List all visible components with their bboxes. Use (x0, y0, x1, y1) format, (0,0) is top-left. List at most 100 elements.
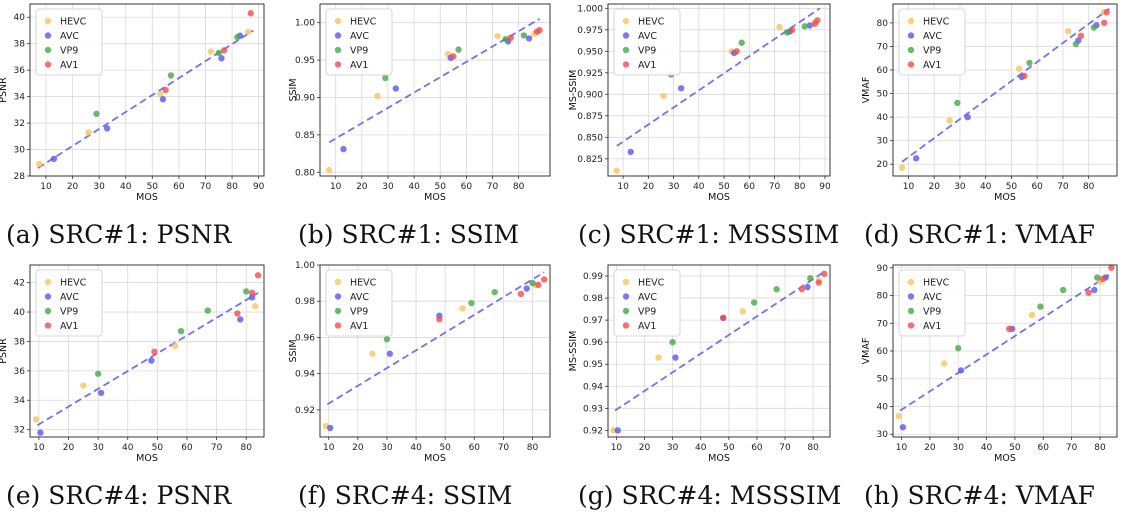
x-tick-label: 70 (1066, 443, 1078, 453)
x-tick-label: 60 (1031, 182, 1043, 192)
point-hevc (325, 166, 333, 174)
legend-marker-hevc (907, 17, 915, 25)
point-hevc (251, 302, 259, 310)
y-tick-label: 32 (14, 119, 25, 129)
caption-b: (b) SRC#1: SSIM (298, 220, 520, 249)
legend-marker-av1 (622, 61, 630, 68)
x-tick-label: 40 (981, 443, 993, 453)
x-axis-label: MOS (136, 453, 158, 464)
axes-frame (29, 3, 265, 177)
axes-frame (319, 3, 551, 177)
legend-marker-vp9 (44, 307, 52, 315)
point-hevc (85, 129, 92, 136)
point-hevc (940, 360, 948, 367)
y-tick-label: 60 (877, 66, 889, 76)
legend-marker-avc (334, 32, 342, 39)
y-tick-label: 0.96 (583, 338, 603, 348)
point-vp9 (520, 32, 528, 39)
y-tick-label: 0.85 (295, 131, 315, 141)
point-av1 (1100, 19, 1108, 27)
point-hevc (80, 382, 87, 389)
point-vp9 (1072, 40, 1080, 48)
point-av1 (1085, 289, 1092, 296)
x-tick-label: 30 (668, 182, 680, 192)
point-hevc (895, 412, 902, 420)
y-tick-label: 70 (877, 42, 889, 52)
x-tick-label: 80 (527, 443, 539, 453)
x-axis-label: MOS (708, 453, 730, 464)
point-hevc (32, 416, 40, 423)
x-tick-label: 20 (924, 443, 936, 453)
legend-label-av1: AV1 (60, 321, 78, 332)
legend-marker-vp9 (907, 46, 915, 54)
y-tick-label: 80 (877, 19, 889, 29)
point-av1 (733, 48, 740, 55)
x-tick-label: 30 (93, 182, 105, 192)
x-tick-label: 60 (181, 443, 193, 453)
x-tick-label: 40 (122, 443, 134, 453)
fit-line (901, 7, 1110, 163)
y-tick-label: 0.94 (583, 382, 603, 392)
legend-box (898, 8, 966, 76)
x-tick-label: 60 (751, 443, 763, 453)
y-tick-label: 34 (14, 396, 26, 406)
x-tick-label: 80 (226, 182, 238, 192)
point-hevc (494, 32, 501, 40)
x-tick-label: 50 (435, 182, 447, 192)
legend-marker-hevc (334, 278, 342, 286)
point-vp9 (234, 33, 241, 41)
y-axis-label: PSNR (0, 77, 9, 103)
point-avc (97, 389, 105, 397)
x-tick-label: 80 (1083, 182, 1095, 192)
legend-label-av1: AV1 (923, 321, 941, 332)
x-tick-label: 20 (67, 182, 79, 192)
legend-label-vp9: VP9 (350, 46, 368, 57)
point-avc (523, 285, 530, 292)
y-tick-label: 0.98 (583, 294, 603, 304)
legend-label-vp9: VP9 (350, 307, 368, 318)
legend-marker-avc (622, 32, 630, 39)
point-hevc (898, 164, 906, 171)
point-vp9 (177, 327, 185, 335)
point-av1 (1099, 275, 1107, 283)
caption-d: (d) SRC#1: VMAF (864, 220, 1095, 249)
point-av1 (234, 310, 241, 317)
x-tick-label: 70 (211, 443, 223, 453)
x-tick-label: 90 (253, 182, 265, 192)
legend-marker-hevc (44, 17, 52, 25)
point-avc (237, 316, 244, 323)
point-vp9 (750, 299, 758, 306)
x-tick-label: 40 (695, 443, 707, 453)
point-avc (614, 427, 622, 434)
x-tick-label: 20 (643, 182, 655, 192)
x-tick-label: 30 (381, 443, 393, 453)
point-hevc (776, 24, 783, 31)
y-tick-label: 36 (14, 66, 26, 76)
x-tick-label: 90 (819, 182, 831, 192)
legend-marker-avc (44, 293, 52, 300)
y-tick-label: 30 (14, 146, 26, 156)
point-av1 (1108, 264, 1115, 271)
x-tick-label: 80 (241, 443, 253, 453)
legend-marker-hevc (334, 17, 342, 25)
y-tick-label: 0.95 (295, 56, 315, 66)
x-tick-label: 10 (611, 443, 623, 453)
legend-marker-vp9 (622, 46, 630, 54)
point-vp9 (1059, 286, 1067, 294)
legend-label-avc: AVC (638, 31, 657, 42)
x-tick-label: 40 (408, 182, 420, 192)
x-tick-label: 30 (952, 443, 964, 453)
point-avc (248, 294, 256, 301)
point-vp9 (1093, 274, 1101, 281)
legend-marker-avc (622, 293, 630, 300)
x-tick-label: 40 (980, 182, 992, 192)
y-tick-label: 30 (877, 137, 889, 147)
y-tick-label: 0.94 (295, 370, 315, 380)
axes-frame (892, 264, 1118, 438)
y-tick-label: 0.950 (577, 47, 603, 57)
legend-label-hevc: HEVC (923, 17, 950, 28)
point-avc (148, 357, 155, 364)
x-tick-label: 80 (794, 182, 806, 192)
legend-label-hevc: HEVC (638, 17, 665, 28)
axes-frame (607, 264, 831, 438)
